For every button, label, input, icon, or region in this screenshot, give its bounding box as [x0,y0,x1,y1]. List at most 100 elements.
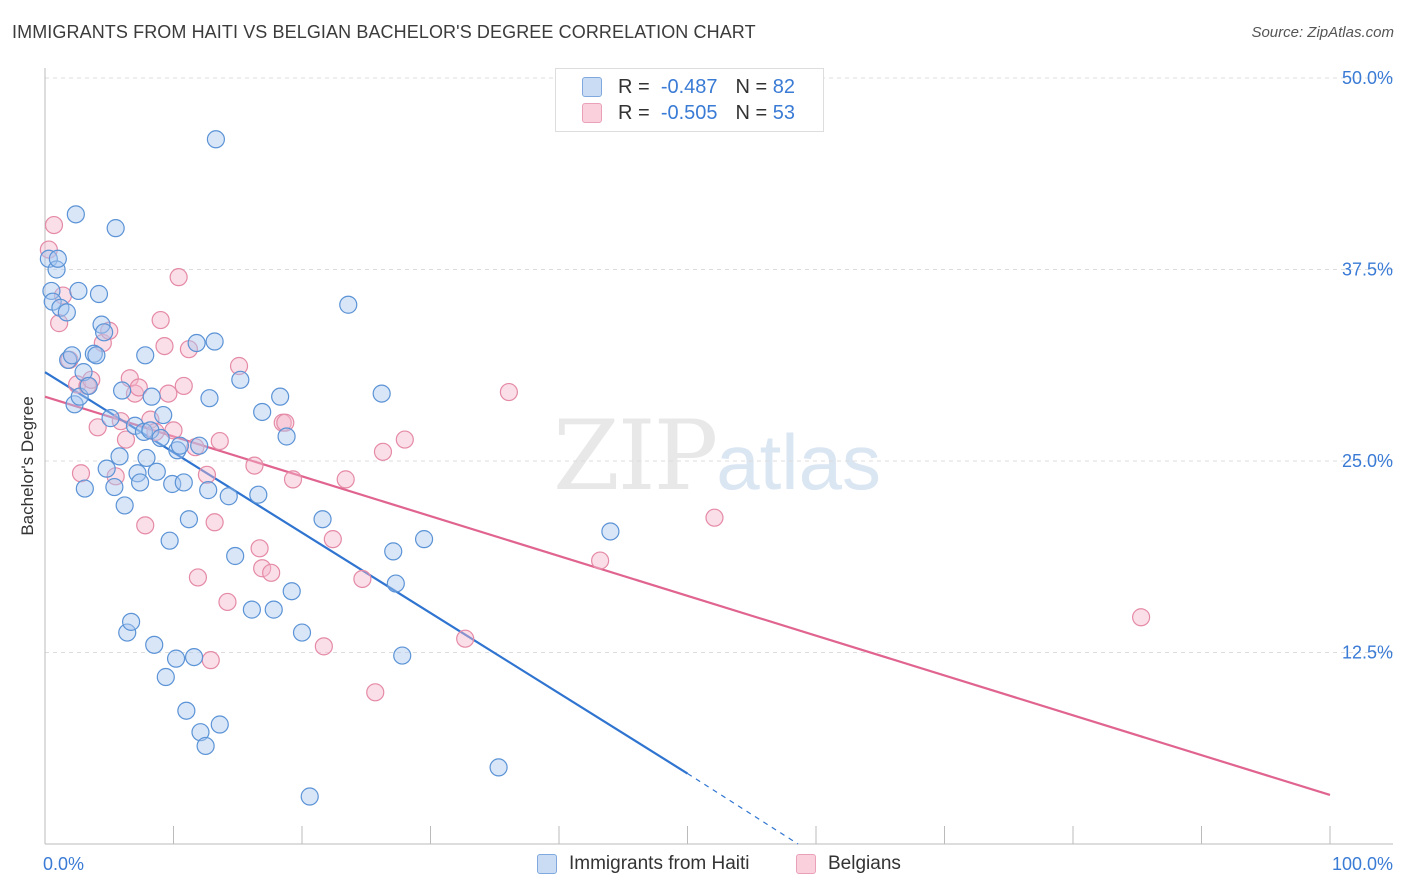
haiti-point [112,381,132,400]
belgians-point [71,464,91,483]
haiti-point [134,422,154,441]
legend-r-value: -0.487 [660,75,718,98]
haiti-point [110,447,129,466]
belgians-point [456,629,475,648]
belgians-point [314,637,333,656]
haiti-point [115,496,134,515]
haiti-point [199,481,218,500]
haiti-point [277,427,296,446]
belgians-point [174,376,193,396]
belgians-point [262,563,281,582]
belgians-point [366,683,385,702]
haiti-point [170,436,190,455]
y-axis-label: Bachelor's Degree [18,396,37,536]
legend-row-haiti: R = -0.487 N = 82 [582,74,795,100]
belgians-point [169,268,188,287]
belgians-point [218,592,237,612]
legend-n-value: 53 [772,101,796,124]
haiti-point [206,130,226,149]
haiti-point [147,462,166,481]
haiti-point [205,332,224,351]
belgians-point [116,430,136,449]
legend-swatch-haiti [582,77,602,97]
legend-n-label: N = [735,75,768,98]
legend-r-label: R = [618,75,650,98]
haiti-point [69,281,88,301]
haiti-point [156,667,175,687]
bottom-legend-label-haiti: Immigrants from Haiti [569,853,750,874]
haiti-point [249,485,268,504]
legend-swatch-belgians [582,103,602,123]
y-tick-label: 25.0% [1342,451,1393,471]
haiti-point [101,409,120,428]
haiti-point [384,542,403,561]
haiti-point [141,421,160,440]
haiti-point [95,323,114,342]
haiti-point [339,295,358,314]
belgians-point [88,418,107,437]
watermark: ZIPatlas [553,400,881,512]
haiti-point [489,758,508,777]
haiti-point [66,205,85,224]
legend-r-label: R = [618,101,650,124]
haiti-point [137,448,156,468]
belgians-point [499,382,518,402]
axes [44,68,1393,845]
haiti-point [74,363,93,382]
y-tick-label: 12.5% [1342,643,1393,663]
haiti-point [177,701,196,720]
watermark-zip: ZIP [553,400,718,512]
belgians-point [336,470,355,489]
belgians-point [705,508,724,527]
haiti-point [386,574,405,593]
legend-row-belgians: R = -0.505 N = 53 [582,100,795,126]
haiti-point [154,405,173,425]
haiti-point [79,376,98,396]
haiti-point [121,612,141,631]
haiti-point [210,715,229,734]
haiti-point [97,459,116,478]
bottom-legend-label-belgians: Belgians [828,853,901,874]
y-tick-label: 37.5% [1342,260,1393,280]
belgians-point [201,651,220,670]
haiti-point [57,303,76,322]
legend-box: R = -0.487 N = 82 R = -0.505 N = 53 [555,68,824,132]
belgians-point [323,530,342,549]
bottom-legend-swatch-belgians [796,854,816,874]
haiti-point [160,531,179,550]
haiti-point [292,623,312,642]
haiti-point [166,649,186,668]
haiti-point [231,370,250,389]
belgians-point [276,413,295,432]
belgians-point [210,431,229,451]
belgians-point [136,516,155,535]
haiti-point [264,600,283,619]
haiti-point [174,473,193,492]
haiti-point [282,582,301,601]
haiti-point [187,333,206,353]
belgians-point [197,465,217,484]
haiti-point [200,389,219,408]
chart-title: IMMIGRANTS FROM HAITI VS BELGIAN BACHELO… [12,22,756,42]
belgians-point [395,430,414,449]
haiti-point [145,635,164,654]
haiti-point [130,473,150,492]
belgians-point [373,442,393,461]
haiti-point [142,387,161,406]
haiti-point [196,736,215,756]
legend-r-value: -0.505 [660,101,718,124]
haiti-point [191,723,210,742]
haiti-point [184,647,204,667]
haiti-point [300,787,319,806]
y-tick-label: 50.0% [1342,68,1393,88]
haiti-point [190,436,209,455]
haiti-point [163,474,182,494]
haiti-point [105,477,124,497]
haiti-point [226,546,245,566]
haiti-point [106,219,125,238]
haiti-trend-extension [687,773,799,845]
haiti-point [51,298,70,317]
haiti-point [219,487,238,506]
haiti-point [118,623,137,642]
